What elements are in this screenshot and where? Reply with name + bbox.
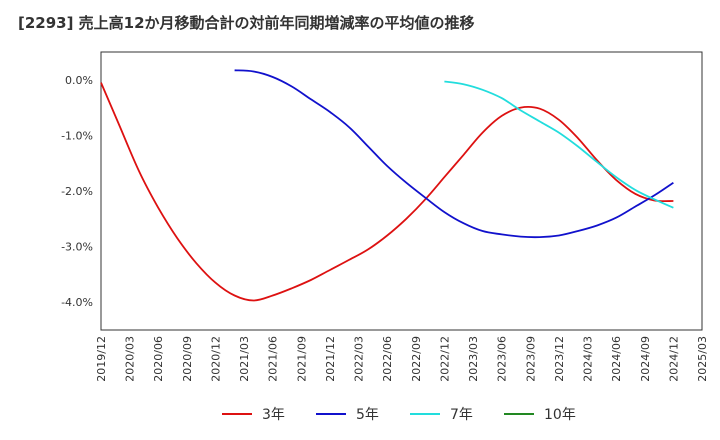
tick-labels: 0.0% -1.0% -2.0% -3.0% -4.0% 2019/12 2020/03 20… — [61, 74, 709, 382]
x-tick-label: 2025/03 — [696, 336, 709, 382]
chart-title: [2293] 売上高12か月移動合計の対前年同期増減率の平均値の推移 — [18, 14, 475, 32]
x-tick-label: 2020/09 — [181, 336, 194, 382]
x-tick-label: 2021/06 — [267, 336, 280, 382]
y-tick-label: -1.0% — [61, 129, 93, 142]
x-tick-label: 2022/03 — [353, 336, 366, 382]
legend-swatch — [410, 413, 440, 415]
x-tick-label: 2023/03 — [467, 336, 480, 382]
x-tick-label: 2021/09 — [295, 336, 308, 382]
y-tick-label: -4.0% — [61, 296, 93, 309]
legend-item: 7年 — [410, 402, 473, 426]
legend-label: 3年 — [262, 407, 285, 423]
legend-item: 10年 — [504, 402, 576, 426]
y-tick-label: -2.0% — [61, 185, 93, 198]
x-tick-label: 2020/12 — [209, 336, 222, 382]
x-tick-label: 2022/06 — [381, 336, 394, 382]
y-tick-label: -3.0% — [61, 241, 93, 254]
x-tick-label: 2024/03 — [582, 336, 595, 382]
x-tick-label: 2023/09 — [524, 336, 537, 382]
legend-label: 7年 — [450, 407, 473, 423]
series-line-2 — [444, 80, 674, 209]
x-tick-label: 2022/12 — [438, 336, 451, 382]
series-line-0 — [100, 82, 674, 302]
legend-swatch — [222, 413, 252, 415]
x-tick-label: 2021/03 — [238, 336, 251, 382]
plot-area — [100, 51, 703, 331]
x-tick-label: 2024/09 — [639, 336, 652, 382]
series-lines — [100, 69, 674, 302]
legend-item: 3年 — [222, 402, 285, 426]
x-tick-label: 2024/06 — [610, 336, 623, 382]
legend-item: 5年 — [316, 402, 379, 426]
legend-swatch — [316, 413, 346, 415]
x-tick-label: 2020/06 — [152, 336, 165, 382]
axes — [100, 51, 703, 331]
legend-swatch — [504, 413, 534, 415]
x-tick-label: 2023/06 — [496, 336, 509, 382]
y-tick-label: 0.0% — [65, 74, 93, 87]
legend-label: 5年 — [356, 407, 379, 423]
x-tick-label: 2020/03 — [124, 336, 137, 382]
legend: 3年 5年 7年 10年 — [0, 402, 720, 426]
legend-label: 10年 — [544, 407, 576, 423]
series-line-1 — [234, 69, 674, 239]
x-tick-label: 2019/12 — [95, 336, 108, 382]
x-tick-label: 2022/09 — [410, 336, 423, 382]
x-tick-label: 2023/12 — [553, 336, 566, 382]
x-tick-label: 2024/12 — [667, 336, 680, 382]
x-tick-label: 2021/12 — [324, 336, 337, 382]
